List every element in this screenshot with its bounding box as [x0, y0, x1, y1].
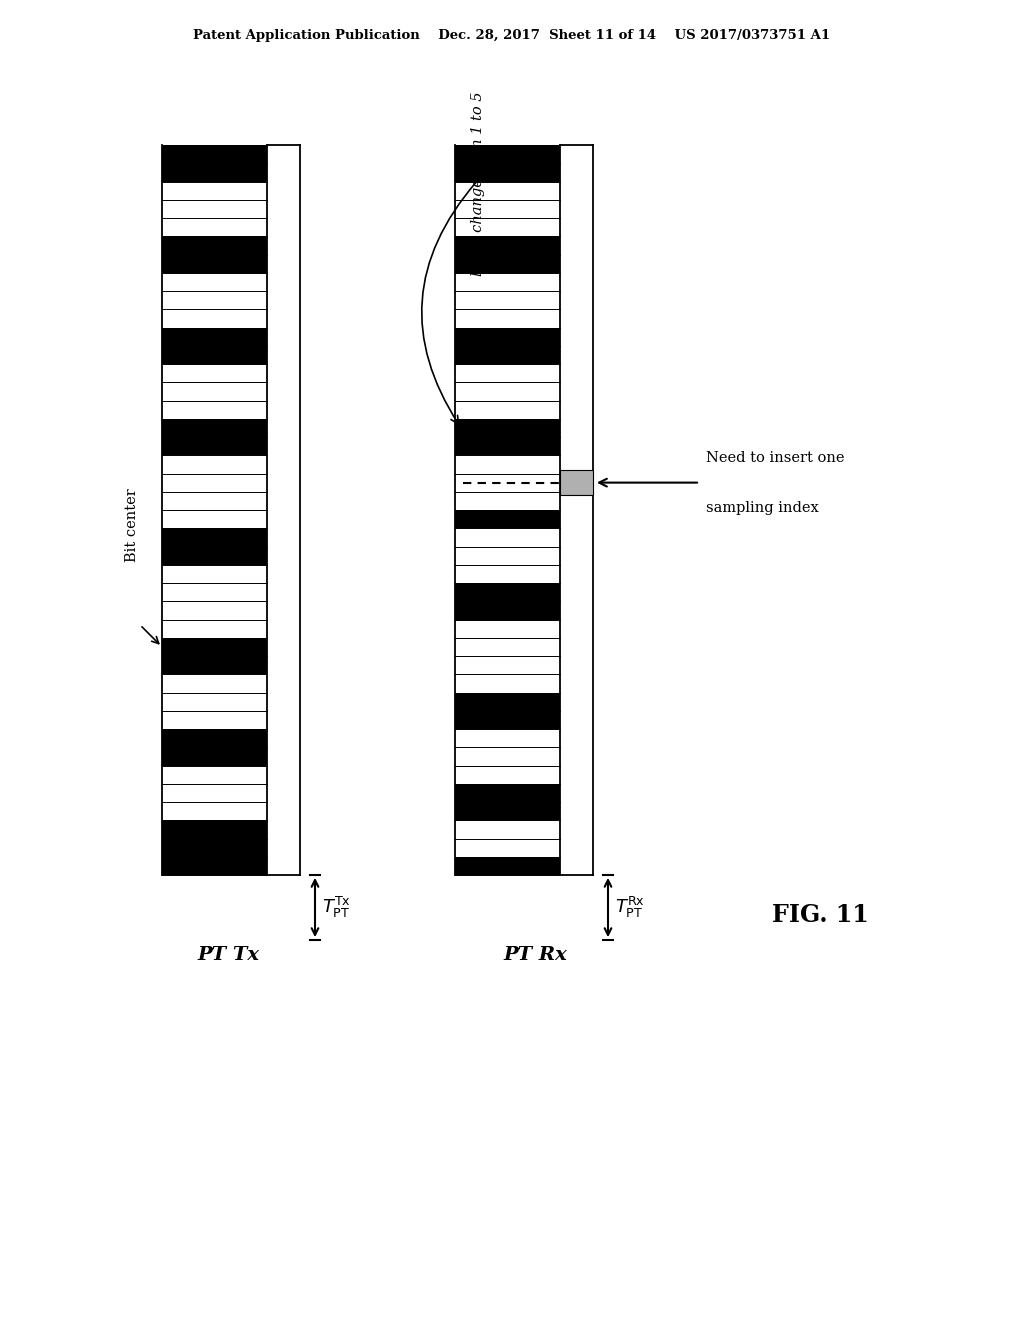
- Bar: [162, 346, 267, 364]
- Bar: [162, 145, 267, 164]
- Bar: [162, 255, 267, 273]
- Bar: [162, 638, 267, 656]
- Bar: [162, 528, 267, 546]
- Text: Bit center: Bit center: [125, 488, 139, 562]
- Bar: [162, 729, 267, 747]
- Bar: [455, 346, 560, 364]
- Text: Patent Application Publication    Dec. 28, 2017  Sheet 11 of 14    US 2017/03737: Patent Application Publication Dec. 28, …: [194, 29, 830, 41]
- Bar: [162, 164, 267, 181]
- Bar: [162, 327, 267, 346]
- Text: sampling index: sampling index: [706, 500, 819, 515]
- Bar: [162, 857, 267, 875]
- Bar: [162, 838, 267, 857]
- Bar: [455, 601, 560, 619]
- FancyArrowPatch shape: [422, 182, 476, 424]
- Bar: [455, 857, 560, 875]
- Bar: [162, 546, 267, 565]
- Text: l_pha change from 1 to 5: l_pha change from 1 to 5: [471, 92, 485, 276]
- Bar: [455, 510, 560, 528]
- Bar: [560, 470, 593, 495]
- Bar: [455, 693, 560, 710]
- Bar: [455, 145, 560, 164]
- Bar: [455, 710, 560, 729]
- Bar: [455, 418, 560, 437]
- Bar: [455, 327, 560, 346]
- Bar: [162, 747, 267, 766]
- Text: PT Rx: PT Rx: [503, 946, 567, 964]
- Bar: [455, 236, 560, 255]
- Bar: [162, 418, 267, 437]
- Text: Need to insert one: Need to insert one: [706, 450, 845, 465]
- Text: FIG. 11: FIG. 11: [772, 903, 868, 927]
- Bar: [455, 784, 560, 803]
- Bar: [162, 236, 267, 255]
- Text: PT Tx: PT Tx: [197, 946, 259, 964]
- Bar: [455, 437, 560, 455]
- Text: $T_{\rm PT}^{\rm Rx}$: $T_{\rm PT}^{\rm Rx}$: [615, 895, 645, 920]
- Bar: [455, 803, 560, 820]
- Bar: [162, 820, 267, 838]
- Bar: [162, 656, 267, 675]
- Text: $T_{\rm PT}^{\rm Tx}$: $T_{\rm PT}^{\rm Tx}$: [322, 895, 351, 920]
- Bar: [162, 437, 267, 455]
- Bar: [455, 583, 560, 601]
- Bar: [455, 255, 560, 273]
- Bar: [455, 164, 560, 181]
